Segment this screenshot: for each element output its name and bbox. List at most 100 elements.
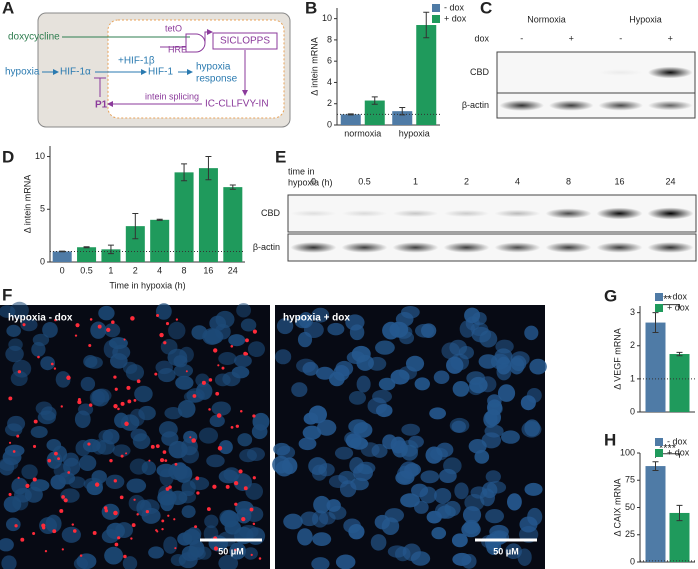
error-bar <box>107 244 114 255</box>
nucleus <box>91 470 107 484</box>
lane-label: + <box>569 33 574 43</box>
nucleus <box>122 556 138 569</box>
band <box>392 209 439 218</box>
puncta <box>25 483 30 488</box>
significance: ** <box>663 294 672 306</box>
error-bar <box>132 212 139 240</box>
puncta <box>60 405 63 408</box>
puncta <box>165 487 170 491</box>
nucleus <box>494 348 513 365</box>
band <box>443 242 490 253</box>
nucleus <box>243 547 258 560</box>
bar <box>416 25 437 125</box>
puncta <box>173 518 176 521</box>
puncta <box>225 484 230 489</box>
nucleus <box>381 517 400 536</box>
nucleus <box>375 404 393 418</box>
puncta <box>41 526 46 530</box>
nucleus <box>283 513 303 530</box>
puncta <box>50 362 54 366</box>
error-bar <box>399 106 406 116</box>
nucleus <box>236 303 251 318</box>
lane-label: 16 <box>614 176 624 186</box>
puncta <box>37 355 40 359</box>
lane-label: 8 <box>566 176 571 186</box>
band <box>647 100 693 111</box>
nucleus <box>218 440 233 455</box>
nucleus <box>173 363 194 378</box>
puncta <box>54 451 58 456</box>
band <box>647 242 694 253</box>
x-tick-label: 8 <box>182 265 187 275</box>
nucleus <box>215 310 235 329</box>
nucleus <box>245 506 264 522</box>
nucleus <box>229 542 247 560</box>
nucleus <box>68 476 86 489</box>
panel-label: F <box>2 285 12 304</box>
nucleus <box>405 355 425 372</box>
nucleus <box>80 376 96 392</box>
panel-label: G <box>604 286 617 305</box>
nucleus <box>276 317 294 335</box>
nucleus <box>240 318 257 332</box>
lane-label: 2 <box>464 176 469 186</box>
blots: C - + - + CBD β-actin Normoxia Hypoxia dox E 0 0.5 1 2… <box>253 0 697 262</box>
nucleus <box>40 356 56 371</box>
nucleus <box>404 463 421 477</box>
nucleus <box>487 402 503 416</box>
nucleus <box>24 486 43 503</box>
puncta <box>120 401 125 406</box>
puncta <box>47 458 52 463</box>
puncta <box>243 486 248 491</box>
y-axis-title: Δ intein mRNA <box>309 37 319 96</box>
nucleus <box>524 419 541 437</box>
puncta <box>233 548 237 552</box>
puncta <box>8 396 13 401</box>
nucleus <box>434 487 452 504</box>
group-label: Normoxia <box>527 14 566 24</box>
nucleus <box>181 505 196 518</box>
band <box>598 69 644 76</box>
nucleus <box>1 555 17 569</box>
legend-label: - dox <box>667 436 688 446</box>
inhibition <box>94 77 106 97</box>
nucleus <box>45 514 62 533</box>
nucleus <box>126 478 147 493</box>
nucleus <box>214 373 231 387</box>
nucleus <box>42 321 58 338</box>
puncta <box>77 397 81 402</box>
nucleus <box>463 519 480 535</box>
nucleus <box>224 520 241 535</box>
y-tick-label: 1 <box>630 373 635 383</box>
scale-label: 50 μM <box>493 546 519 556</box>
band <box>290 210 337 217</box>
x-axis-title: Time in hypoxia (h) <box>109 280 185 290</box>
gene-box <box>212 32 278 50</box>
puncta <box>163 341 167 345</box>
bar <box>150 219 170 262</box>
nucleus <box>92 439 107 455</box>
nucleus <box>471 326 492 343</box>
nucleus <box>108 337 128 350</box>
nucleus <box>313 495 331 514</box>
nucleus <box>382 434 397 450</box>
nucleus <box>5 345 24 363</box>
nucleus <box>191 325 208 340</box>
nucleus <box>21 464 38 480</box>
puncta <box>252 414 256 418</box>
nucleus <box>89 389 105 406</box>
nucleus <box>104 546 124 565</box>
label: SICLOPPS <box>220 36 270 47</box>
puncta <box>133 398 137 402</box>
puncta <box>167 514 170 517</box>
legend-swatch <box>655 438 663 446</box>
puncta <box>235 424 239 428</box>
puncta <box>160 458 165 463</box>
nucleus <box>46 439 62 452</box>
puncta <box>230 426 234 429</box>
nucleus <box>461 553 477 569</box>
y-tick-label: 4 <box>327 77 332 87</box>
puncta <box>230 344 234 348</box>
band <box>341 242 388 253</box>
x-tick-label: 0.5 <box>80 265 93 275</box>
